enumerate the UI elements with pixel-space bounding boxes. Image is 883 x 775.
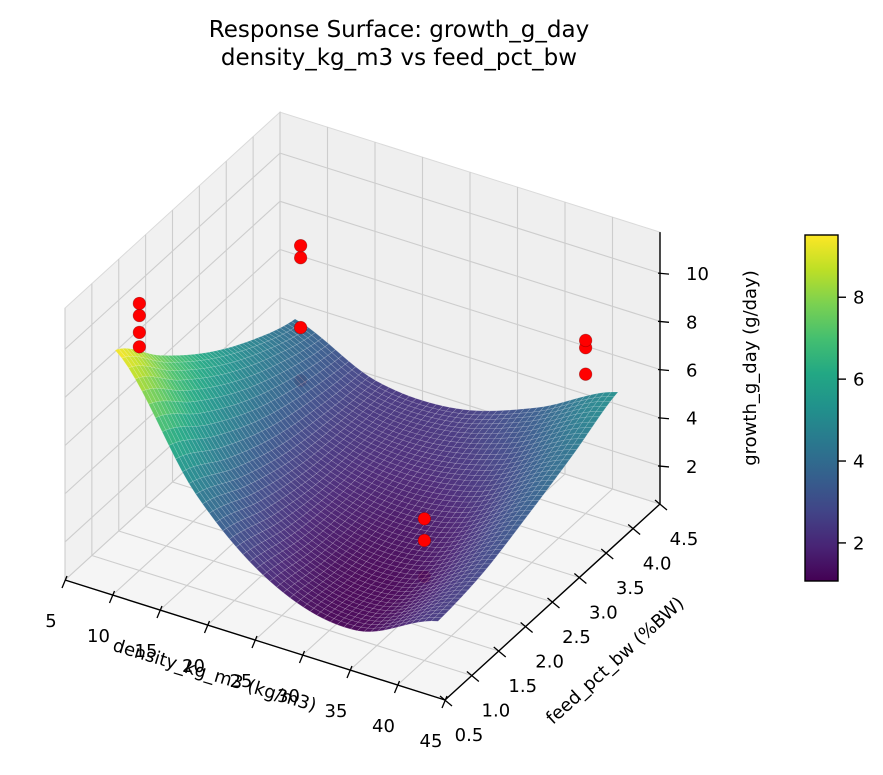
z-tick-label: 8	[686, 312, 697, 333]
z-tick-label: 2	[686, 457, 697, 478]
y-tick-label: 2.5	[562, 627, 591, 648]
colorbar-tick-label: 6	[853, 370, 864, 391]
x-tick-label: 40	[372, 716, 395, 737]
y-tick-label: 3.0	[589, 603, 618, 624]
data-point	[578, 333, 593, 348]
x-tick-label: 30	[277, 686, 300, 707]
colorbar-gradient	[804, 234, 839, 582]
data-point	[132, 308, 147, 323]
x-tick-label: 15	[135, 641, 158, 662]
data-point	[293, 251, 308, 265]
data-point	[578, 367, 593, 381]
x-tick-label: 35	[325, 701, 348, 722]
colorbar: 2 4 6 8	[804, 234, 864, 582]
y-tick-label: 4.5	[670, 529, 699, 550]
data-point	[132, 296, 147, 311]
y-tick-label: 4.0	[643, 554, 672, 575]
surface-mesh	[114, 318, 619, 633]
z-axis-label: growth_g_day (g/day)	[740, 270, 761, 466]
x-tick-label: 45	[420, 731, 443, 752]
data-point	[417, 533, 432, 548]
scatter-points	[132, 238, 593, 548]
x-tick-label: 5	[45, 611, 56, 632]
y-tick-label: 1.5	[508, 676, 537, 697]
z-tick-label: 4	[686, 409, 697, 430]
colorbar-tick-label: 2	[853, 533, 864, 554]
axes-spines: 5 10 15 20 25 30 35 40 45 0.5 1.0 1.5 2.0 2.5 3.0 3.5 4.…	[45, 232, 709, 752]
colorbar-tick-label: 8	[853, 288, 864, 309]
y-tick-label: 3.5	[616, 578, 645, 599]
data-point	[293, 238, 308, 253]
x-tick-label: 20	[182, 656, 205, 677]
z-tick-label: 6	[686, 361, 697, 382]
data-point	[293, 320, 308, 335]
data-point	[132, 325, 147, 340]
plot-canvas: 5 10 15 20 25 30 35 40 45 0.5 1.0 1.5 2.0 2.5 3.0 3.5 4.…	[45, 111, 864, 752]
y-tick-label: 1.0	[482, 701, 511, 722]
x-tick-label: 25	[230, 671, 253, 692]
data-point	[132, 340, 147, 354]
y-tick-label: 2.0	[535, 652, 564, 673]
data-point	[417, 512, 432, 526]
y-tick-label: 0.5	[455, 725, 484, 746]
colorbar-tick-label: 4	[853, 452, 864, 473]
z-tick-label: 10	[686, 264, 709, 285]
x-tick-label: 10	[87, 626, 110, 647]
